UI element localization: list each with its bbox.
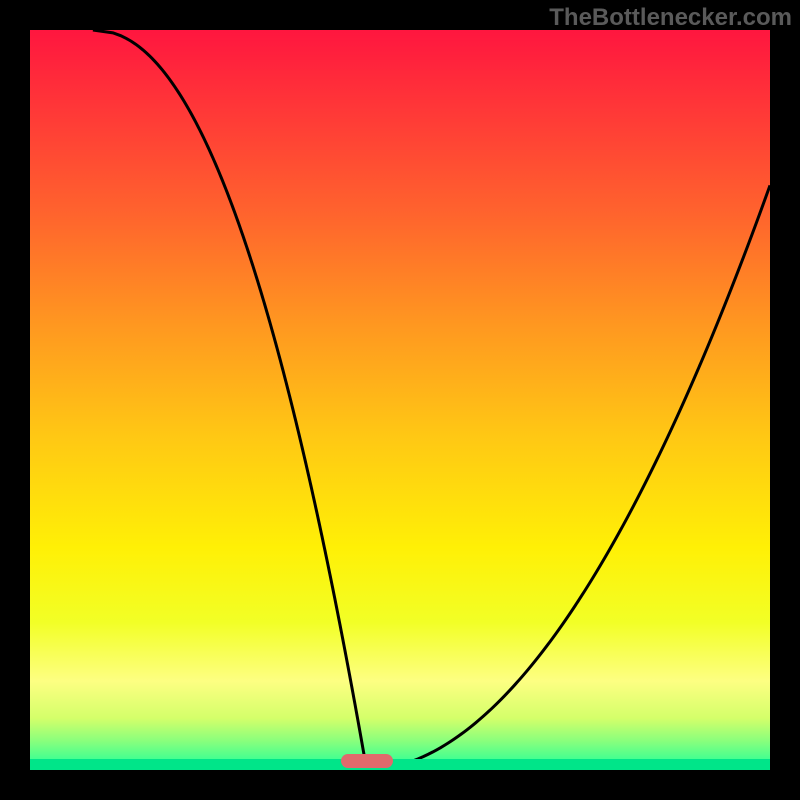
chart-svg [30,30,770,770]
green-baseline-band [30,759,770,770]
bottleneck-marker [341,754,393,768]
watermark-text: TheBottlenecker.com [549,4,792,32]
plot-area [30,30,770,770]
gradient-background [30,30,770,770]
chart-frame: TheBottlenecker.com [0,0,800,800]
